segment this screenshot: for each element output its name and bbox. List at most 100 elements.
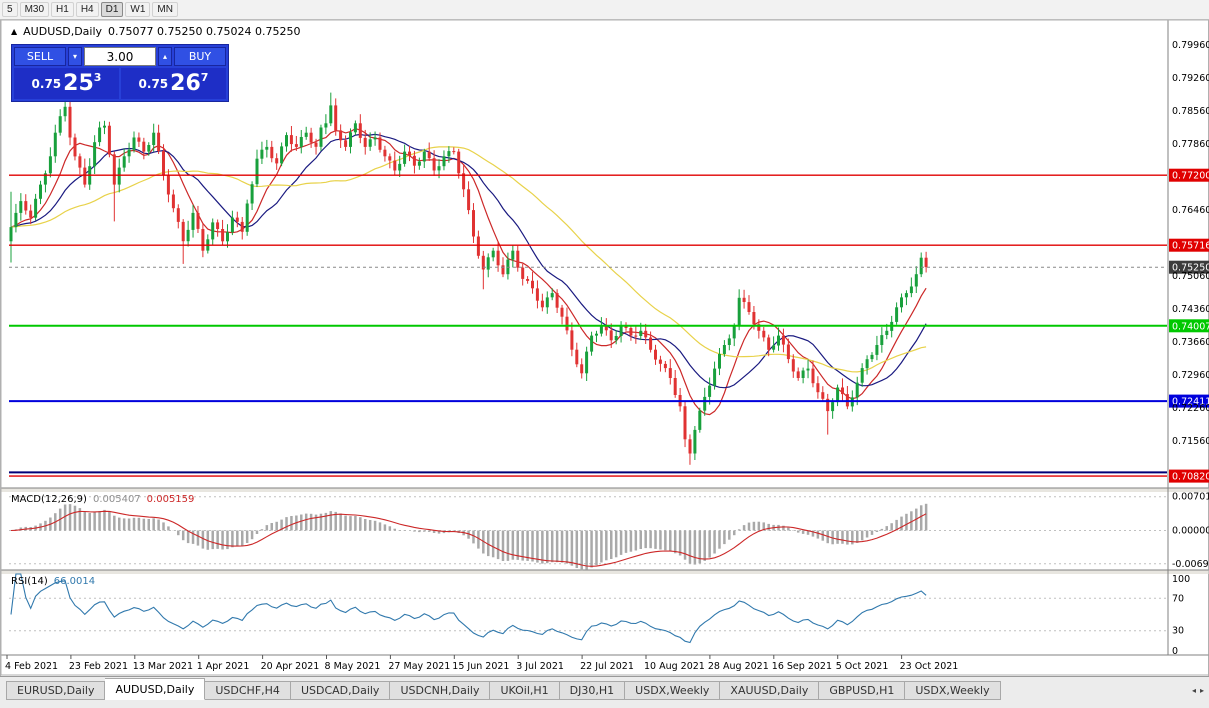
chart-tab-DJ30,H1-6[interactable]: DJ30,H1 bbox=[559, 681, 626, 700]
candle bbox=[540, 293, 544, 312]
svg-text:3 Jul 2021: 3 Jul 2021 bbox=[516, 661, 564, 672]
candle bbox=[34, 193, 38, 221]
volume-input[interactable] bbox=[84, 47, 156, 66]
candle bbox=[358, 114, 362, 144]
timeframe-button-MN[interactable]: MN bbox=[152, 2, 178, 17]
svg-text:20 Apr 2021: 20 Apr 2021 bbox=[261, 661, 320, 672]
candle bbox=[349, 128, 352, 154]
candle bbox=[880, 327, 884, 353]
price-chart-canvas[interactable]: 0.772000.757160.740070.724110.708200.752… bbox=[1, 20, 1209, 676]
candle bbox=[334, 98, 338, 136]
candle bbox=[230, 210, 234, 236]
candle bbox=[619, 321, 623, 343]
svg-text:28 Aug 2021: 28 Aug 2021 bbox=[708, 661, 769, 672]
candle bbox=[24, 194, 28, 215]
candle bbox=[816, 376, 820, 399]
candle bbox=[649, 331, 653, 353]
candle bbox=[383, 145, 387, 162]
svg-text:23 Oct 2021: 23 Oct 2021 bbox=[900, 661, 959, 672]
candle bbox=[319, 124, 323, 151]
candle bbox=[614, 330, 618, 345]
candle bbox=[432, 150, 436, 176]
buy-button[interactable]: BUY bbox=[174, 47, 226, 66]
candle bbox=[388, 153, 392, 169]
timeframe-button-H1[interactable]: H1 bbox=[51, 2, 74, 17]
candle bbox=[171, 189, 175, 213]
candle bbox=[708, 377, 712, 405]
candle bbox=[757, 319, 761, 339]
chart-tab-USDX,Weekly-10[interactable]: USDX,Weekly bbox=[905, 681, 1001, 700]
sell-price-pip: 3 bbox=[93, 71, 102, 84]
timeframe-button-W1[interactable]: W1 bbox=[125, 2, 151, 17]
svg-text:0.76460: 0.76460 bbox=[1172, 205, 1209, 216]
tab-scroll-left-button[interactable]: ◂ bbox=[1191, 686, 1196, 695]
sell-button[interactable]: SELL bbox=[14, 47, 66, 66]
timeframe-button-D1[interactable]: D1 bbox=[100, 2, 124, 17]
chart-tab-USDX,Weekly-7[interactable]: USDX,Weekly bbox=[625, 681, 721, 700]
candle bbox=[560, 304, 564, 325]
candle bbox=[127, 142, 131, 163]
candle bbox=[678, 388, 682, 412]
candle bbox=[285, 132, 288, 152]
candle bbox=[841, 378, 844, 401]
candle bbox=[427, 142, 431, 161]
candle bbox=[122, 148, 126, 172]
price-badge: 0.75716 bbox=[1169, 238, 1209, 252]
candle bbox=[565, 307, 569, 335]
candle bbox=[201, 223, 205, 258]
candle bbox=[875, 335, 879, 361]
candle bbox=[39, 180, 42, 205]
candle bbox=[373, 131, 377, 146]
candle bbox=[398, 155, 402, 177]
candle bbox=[732, 323, 736, 347]
candle bbox=[909, 277, 913, 298]
candle bbox=[142, 137, 146, 160]
chart-tab-USDCHF,H4-2[interactable]: USDCHF,H4 bbox=[205, 681, 291, 700]
candle bbox=[226, 224, 229, 248]
candle bbox=[924, 251, 928, 273]
candle bbox=[103, 120, 106, 135]
volume-decrease-button[interactable]: ▾ bbox=[68, 47, 82, 66]
candle bbox=[265, 139, 269, 158]
timeframe-button-5[interactable]: 5 bbox=[2, 2, 18, 17]
svg-text:0.72411: 0.72411 bbox=[1172, 397, 1209, 408]
candle bbox=[826, 393, 830, 435]
panel-splitter-2[interactable] bbox=[1, 570, 1209, 574]
candle bbox=[206, 234, 210, 254]
candle bbox=[422, 148, 426, 168]
svg-text:10 Aug 2021: 10 Aug 2021 bbox=[644, 661, 705, 672]
chart-tab-bar: EURUSD,Daily AUDUSD,Daily USDCHF,H4 USDCAD,… bbox=[0, 676, 1209, 708]
candle bbox=[673, 370, 677, 398]
tab-scroll-right-button[interactable]: ▸ bbox=[1199, 686, 1204, 695]
candle bbox=[860, 363, 864, 387]
timeframe-button-H4[interactable]: H4 bbox=[75, 2, 99, 17]
price-badge: 0.74007 bbox=[1169, 319, 1209, 332]
candle bbox=[654, 344, 657, 365]
candle bbox=[299, 130, 303, 154]
chart-tab-AUDUSD,Daily-1[interactable]: AUDUSD,Daily bbox=[105, 678, 206, 700]
chart-tab-UKOil,H1-5[interactable]: UKOil,H1 bbox=[490, 681, 560, 700]
svg-text:0.72260: 0.72260 bbox=[1172, 403, 1209, 414]
candle bbox=[767, 334, 771, 357]
panel-splitter-1[interactable] bbox=[1, 488, 1209, 492]
chart-tab-XAUUSD,Daily-8[interactable]: XAUUSD,Daily bbox=[720, 681, 820, 700]
price-badge: 0.75250 bbox=[1169, 260, 1209, 274]
candle bbox=[742, 289, 746, 309]
candle bbox=[895, 302, 899, 325]
chart-tab-USDCNH,Daily-4[interactable]: USDCNH,Daily bbox=[390, 681, 491, 700]
candle bbox=[48, 147, 52, 178]
candle bbox=[845, 386, 849, 410]
chart-ohlc-values: 0.75077 0.75250 0.75024 0.75250 bbox=[108, 25, 301, 38]
date-axis: 4 Feb 2021 23 Feb 2021 13 Mar 2021 1 Apr 20… bbox=[5, 655, 958, 672]
volume-increase-button[interactable]: ▴ bbox=[158, 47, 172, 66]
chart-tab-USDCAD,Daily-3[interactable]: USDCAD,Daily bbox=[290, 681, 391, 700]
candle bbox=[836, 384, 840, 407]
chart-tab-EURUSD,Daily-0[interactable]: EURUSD,Daily bbox=[6, 681, 106, 700]
candle bbox=[181, 219, 185, 264]
candle bbox=[280, 142, 284, 167]
candle bbox=[452, 147, 456, 155]
candle bbox=[112, 151, 116, 222]
timeframe-button-M30[interactable]: M30 bbox=[19, 2, 50, 17]
chart-tab-GBPUSD,H1-9[interactable]: GBPUSD,H1 bbox=[819, 681, 906, 700]
